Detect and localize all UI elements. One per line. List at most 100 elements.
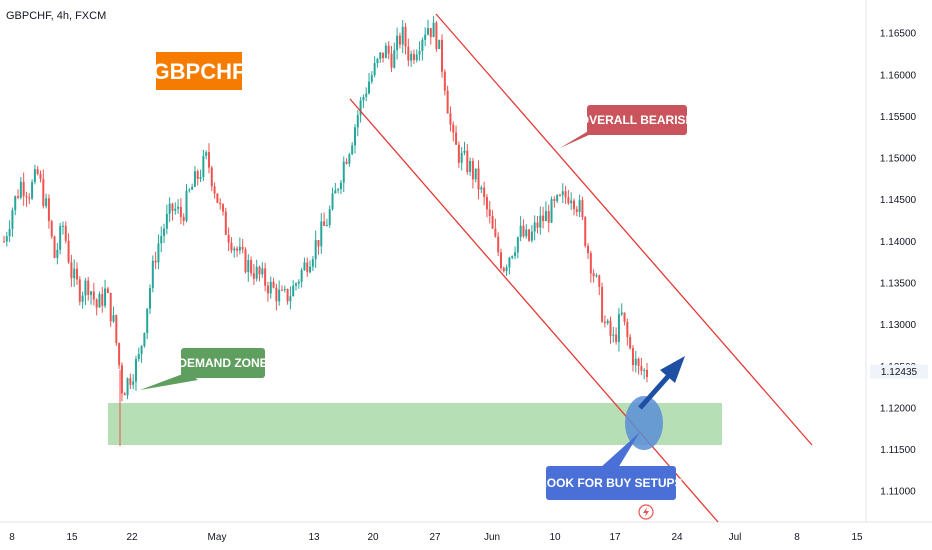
candle-body — [70, 262, 73, 279]
candle-body — [31, 182, 34, 199]
candle-body — [146, 308, 149, 334]
candle-body — [497, 236, 500, 253]
candle-body — [92, 291, 95, 300]
symbol-header: GBPCHF, 4h, FXCM — [6, 10, 106, 22]
candle-body — [3, 241, 5, 243]
candle-body — [185, 190, 188, 221]
candle-body — [325, 224, 328, 226]
candle-body — [87, 280, 90, 295]
candle-body — [112, 315, 115, 322]
buy-area-circle — [625, 396, 663, 450]
candle-body — [199, 177, 202, 179]
candle-body — [160, 236, 163, 244]
candle-body — [466, 150, 469, 172]
candle-body — [463, 150, 466, 153]
candle-body — [438, 39, 441, 49]
candle-body — [407, 46, 410, 61]
candle-body — [606, 320, 609, 324]
channel-lower-line[interactable] — [349, 98, 719, 523]
brand-badge — [156, 52, 242, 90]
candle-body — [258, 266, 261, 275]
candle-body — [634, 358, 637, 366]
candle-body — [356, 115, 359, 128]
candle-body — [269, 281, 272, 294]
candle-body — [123, 393, 126, 396]
candle-body — [379, 52, 382, 59]
candle-body — [578, 200, 581, 212]
candle-body — [331, 193, 334, 210]
time-tick-label: 22 — [126, 532, 138, 543]
candle-body — [432, 22, 435, 38]
time-tick-label: 27 — [429, 532, 441, 543]
candle-body — [412, 53, 415, 61]
candle-body — [39, 173, 42, 179]
price-tick-label: 1.11500 — [880, 445, 916, 456]
candle-body — [339, 182, 342, 190]
candle-body — [196, 171, 199, 179]
candle-body — [505, 267, 508, 272]
candle-body — [33, 169, 36, 183]
candle-body — [553, 199, 556, 201]
candle-body — [539, 215, 542, 228]
price-axis[interactable]: 1.16500 1.16000 1.15500 1.15000 1.14500 1.140… — [870, 29, 928, 498]
price-tick-label: 1.15000 — [880, 154, 917, 165]
candle-body — [556, 195, 559, 201]
candle-body — [109, 292, 112, 322]
candle-body — [84, 280, 87, 296]
candle-body — [589, 253, 592, 274]
candle-body — [272, 281, 275, 288]
candles-layer — [3, 16, 648, 446]
candle-body — [514, 252, 517, 257]
candle-body — [151, 260, 154, 289]
time-tick-label: 8 — [794, 532, 800, 543]
candle-body — [22, 181, 25, 197]
bearish-channel[interactable] — [349, 13, 813, 523]
time-tick-label: 17 — [609, 532, 621, 543]
candle-body — [118, 343, 121, 366]
time-axis[interactable]: 8 15 22 May 13 20 27 Jun 10 17 24 Jul 8 15 — [9, 532, 863, 543]
candle-body — [592, 273, 595, 277]
candle-body — [474, 168, 477, 180]
candle-body — [609, 320, 612, 336]
bearish-callout — [587, 105, 687, 135]
candle-body — [598, 275, 601, 287]
candle-body — [631, 348, 634, 366]
candle-body — [550, 199, 553, 223]
candle-body — [410, 53, 413, 61]
candle-body — [564, 191, 567, 198]
candle-body — [320, 221, 323, 247]
candle-body — [165, 213, 168, 229]
buy-callout — [546, 466, 676, 500]
candle-body — [533, 222, 536, 232]
candle-body — [446, 90, 449, 114]
candle-body — [502, 268, 505, 272]
time-tick-label: Jul — [729, 532, 742, 543]
candle-body — [56, 249, 59, 258]
price-tick-label: 1.14500 — [880, 195, 917, 206]
candle-body — [581, 200, 584, 218]
candle-body — [508, 257, 511, 268]
demand-callout — [181, 348, 265, 378]
lightning-bolt-glyph — [643, 507, 649, 517]
candle-body — [177, 206, 180, 209]
candle-body — [297, 281, 300, 284]
candle-body — [67, 240, 70, 263]
candle-body — [421, 39, 424, 52]
candle-body — [511, 256, 514, 258]
channel-upper-line[interactable] — [435, 13, 813, 446]
brand-label: GBPCHF — [153, 59, 246, 84]
candle-body — [359, 100, 362, 116]
candle-body — [295, 283, 298, 286]
candle-body — [317, 240, 320, 247]
candle-body — [132, 381, 135, 385]
candle-body — [143, 333, 146, 346]
candle-body — [36, 169, 39, 174]
candle-body — [216, 193, 219, 203]
candle-body — [157, 243, 160, 263]
time-tick-label: 13 — [308, 532, 320, 543]
candle-body — [477, 168, 480, 190]
candle-body — [207, 152, 210, 168]
candle-body — [617, 314, 620, 342]
candle-body — [384, 45, 387, 59]
